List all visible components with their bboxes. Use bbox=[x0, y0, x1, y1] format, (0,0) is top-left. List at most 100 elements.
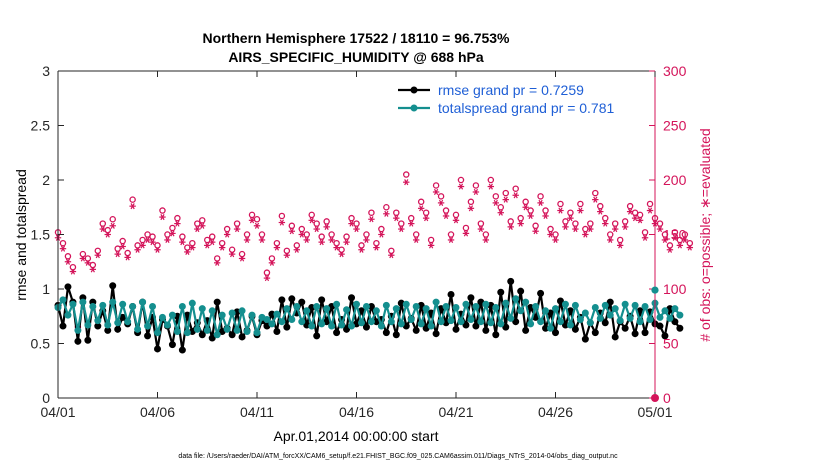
obs-evaluated-stroke bbox=[687, 244, 692, 251]
series-obs-evaluated bbox=[54, 179, 694, 333]
totalspread-point bbox=[402, 300, 410, 308]
obs-evaluated-stroke bbox=[309, 217, 314, 224]
obs-possible-point bbox=[606, 231, 614, 238]
rmse-point bbox=[412, 326, 420, 334]
y2-axis-label: # of obs: o=possible; ∗=evaluated bbox=[697, 128, 713, 341]
obs-evaluated-point bbox=[174, 220, 181, 227]
totalspread-point bbox=[372, 307, 380, 315]
obs-possible-point bbox=[69, 263, 77, 271]
totalspread-point bbox=[641, 302, 649, 310]
totalspread-point bbox=[318, 320, 326, 328]
obs-possible-point bbox=[253, 215, 261, 223]
y2-tick-label: 100 bbox=[663, 281, 687, 297]
obs-evaluated-point bbox=[646, 207, 654, 214]
chart-title-line1: Northern Hemisphere 17522 / 18110 = 96.7… bbox=[202, 30, 510, 46]
totalspread-point bbox=[447, 317, 455, 325]
obs-possible-point bbox=[512, 185, 519, 192]
obs-evaluated-point bbox=[572, 225, 579, 233]
totalspread-point bbox=[616, 317, 624, 325]
totalspread-point bbox=[248, 311, 256, 319]
obs-possible-point bbox=[199, 217, 206, 224]
totalspread-point bbox=[442, 302, 450, 310]
totalspread-point bbox=[606, 311, 614, 319]
rmse-point bbox=[656, 322, 664, 330]
obs-evaluated-point bbox=[413, 236, 420, 244]
obs-possible-point bbox=[402, 171, 410, 178]
obs-evaluated-stroke bbox=[60, 245, 66, 252]
obs-evaluated-point bbox=[517, 220, 524, 227]
obs-evaluated-stroke bbox=[210, 239, 215, 246]
obs-possible-point bbox=[293, 242, 301, 249]
rmse-point bbox=[343, 325, 351, 333]
rmse-point bbox=[154, 345, 161, 353]
totalspread-point bbox=[437, 318, 445, 326]
legend-swatch-marker bbox=[410, 104, 418, 112]
totalspread-point bbox=[636, 318, 644, 326]
totalspread-point bbox=[661, 307, 669, 315]
y-tick-label: 1.5 bbox=[31, 227, 51, 243]
obs-evaluated-point bbox=[686, 244, 694, 251]
obs-possible-point bbox=[243, 231, 251, 238]
totalspread-point bbox=[517, 307, 525, 315]
totalspread-point bbox=[646, 316, 654, 324]
rmse-point bbox=[283, 323, 291, 331]
rmse-point bbox=[168, 341, 176, 349]
totalspread-point bbox=[502, 299, 510, 307]
totalspread-point bbox=[348, 322, 356, 330]
totalspread-point bbox=[552, 305, 559, 313]
totalspread-point bbox=[407, 316, 415, 324]
totalspread-point bbox=[288, 316, 296, 324]
rmse-point bbox=[502, 323, 510, 331]
obs-evaluated-point bbox=[184, 248, 191, 256]
totalspread-point bbox=[576, 316, 584, 324]
obs-possible-point bbox=[169, 224, 176, 232]
totalspread-point bbox=[188, 299, 196, 307]
chart-title-line2: AIRS_SPECIFIC_HUMIDITY @ 688 hPa bbox=[228, 49, 484, 65]
obs-evaluated-stroke bbox=[329, 236, 334, 244]
obs-evaluated-stroke bbox=[264, 275, 270, 282]
obs-evaluated-point bbox=[293, 246, 300, 253]
totalspread-point bbox=[119, 300, 127, 308]
obs-evaluated-point bbox=[124, 254, 131, 261]
obs-evaluated-point bbox=[59, 245, 67, 252]
obs-possible-point bbox=[447, 231, 455, 238]
totalspread-point bbox=[129, 302, 137, 310]
obs-possible-point bbox=[273, 239, 281, 247]
legend-label: totalspread grand pr = 0.781 bbox=[438, 100, 615, 116]
obs-possible-point bbox=[119, 237, 126, 245]
obs-evaluated-stroke bbox=[399, 225, 404, 233]
x-tick-label: 04/01 bbox=[40, 404, 75, 420]
obs-possible-point bbox=[318, 233, 325, 240]
totalspread-point bbox=[223, 325, 231, 333]
obs-evaluated-point bbox=[676, 242, 684, 249]
obs-evaluated-point bbox=[343, 239, 350, 246]
obs-possible-point bbox=[358, 242, 365, 249]
obs-evaluated-stroke bbox=[538, 199, 543, 206]
obs-evaluated-point bbox=[452, 217, 460, 224]
obs-evaluated-stroke bbox=[637, 217, 643, 224]
obs-evaluated-stroke bbox=[339, 251, 344, 258]
y2-tick-label: 50 bbox=[663, 336, 679, 352]
rmse-point bbox=[74, 337, 82, 345]
totalspread-point bbox=[228, 309, 236, 317]
obs-evaluated-point bbox=[258, 236, 266, 244]
y2-tick-label: 150 bbox=[663, 227, 687, 243]
totalspread-point bbox=[452, 304, 460, 312]
obs-evaluated-point bbox=[388, 252, 395, 259]
obs-evaluated-point bbox=[612, 225, 619, 233]
obs-evaluated-point bbox=[338, 251, 345, 258]
rmse-point bbox=[591, 329, 599, 337]
totalspread-point bbox=[621, 300, 629, 308]
obs-possible-point bbox=[363, 231, 370, 238]
totalspread-point bbox=[298, 318, 306, 326]
totalspread-point bbox=[377, 322, 385, 330]
obs-evaluated-stroke bbox=[458, 183, 464, 190]
totalspread-point bbox=[392, 305, 400, 313]
rmse-point bbox=[228, 331, 236, 339]
obs-evaluated-point bbox=[273, 244, 281, 251]
totalspread-point bbox=[497, 320, 505, 328]
totalspread-point bbox=[109, 298, 117, 306]
totalspread-point bbox=[74, 326, 82, 334]
y-tick-label: 2.5 bbox=[31, 118, 51, 134]
obs-evaluated-stroke bbox=[632, 215, 638, 222]
